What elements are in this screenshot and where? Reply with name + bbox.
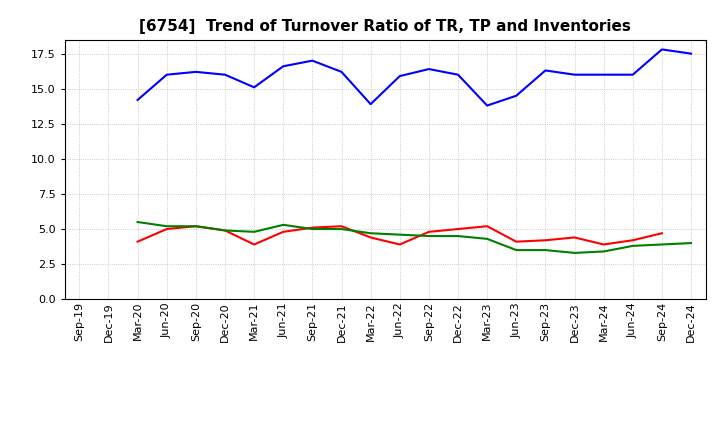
Trade Receivables bbox=[133, 239, 142, 244]
Inventories bbox=[599, 249, 608, 254]
Inventories bbox=[629, 243, 637, 249]
Trade Receivables bbox=[220, 228, 229, 233]
Inventories bbox=[308, 227, 317, 232]
Trade Payables bbox=[133, 97, 142, 103]
Trade Receivables bbox=[629, 238, 637, 243]
Trade Payables bbox=[657, 47, 666, 52]
Trade Receivables bbox=[366, 235, 375, 240]
Trade Receivables bbox=[337, 224, 346, 229]
Line: Trade Payables: Trade Payables bbox=[138, 49, 691, 106]
Trade Payables bbox=[220, 72, 229, 77]
Inventories bbox=[541, 247, 550, 253]
Inventories bbox=[192, 224, 200, 229]
Trade Receivables bbox=[570, 235, 579, 240]
Inventories bbox=[279, 222, 287, 227]
Trade Receivables bbox=[192, 224, 200, 229]
Trade Payables bbox=[541, 68, 550, 73]
Inventories bbox=[425, 233, 433, 238]
Inventories bbox=[454, 233, 462, 238]
Inventories bbox=[366, 231, 375, 236]
Trade Receivables bbox=[250, 242, 258, 247]
Inventories bbox=[657, 242, 666, 247]
Trade Receivables bbox=[599, 242, 608, 247]
Inventories bbox=[133, 220, 142, 225]
Line: Inventories: Inventories bbox=[138, 222, 691, 253]
Trade Payables bbox=[308, 58, 317, 63]
Trade Payables bbox=[366, 102, 375, 107]
Inventories bbox=[163, 224, 171, 229]
Trade Receivables bbox=[279, 229, 287, 235]
Trade Receivables bbox=[541, 238, 550, 243]
Trade Receivables bbox=[512, 239, 521, 244]
Trade Payables bbox=[483, 103, 492, 108]
Trade Payables bbox=[279, 64, 287, 69]
Trade Receivables bbox=[163, 227, 171, 232]
Trade Payables bbox=[629, 72, 637, 77]
Trade Payables bbox=[163, 72, 171, 77]
Inventories bbox=[220, 228, 229, 233]
Inventories bbox=[570, 250, 579, 256]
Trade Payables bbox=[425, 66, 433, 72]
Inventories bbox=[250, 229, 258, 235]
Trade Payables bbox=[687, 51, 696, 56]
Trade Receivables bbox=[454, 227, 462, 232]
Inventories bbox=[687, 240, 696, 246]
Title: [6754]  Trend of Turnover Ratio of TR, TP and Inventories: [6754] Trend of Turnover Ratio of TR, TP… bbox=[139, 19, 631, 34]
Trade Payables bbox=[454, 72, 462, 77]
Trade Payables bbox=[250, 84, 258, 90]
Trade Payables bbox=[337, 69, 346, 74]
Trade Payables bbox=[570, 72, 579, 77]
Inventories bbox=[395, 232, 404, 237]
Line: Trade Receivables: Trade Receivables bbox=[138, 226, 662, 245]
Trade Receivables bbox=[483, 224, 492, 229]
Inventories bbox=[337, 227, 346, 232]
Trade Payables bbox=[192, 69, 200, 74]
Trade Receivables bbox=[425, 229, 433, 235]
Trade Receivables bbox=[395, 242, 404, 247]
Trade Receivables bbox=[657, 231, 666, 236]
Trade Payables bbox=[599, 72, 608, 77]
Inventories bbox=[483, 236, 492, 242]
Trade Receivables bbox=[308, 225, 317, 230]
Inventories bbox=[512, 247, 521, 253]
Trade Payables bbox=[512, 93, 521, 99]
Trade Payables bbox=[395, 73, 404, 79]
